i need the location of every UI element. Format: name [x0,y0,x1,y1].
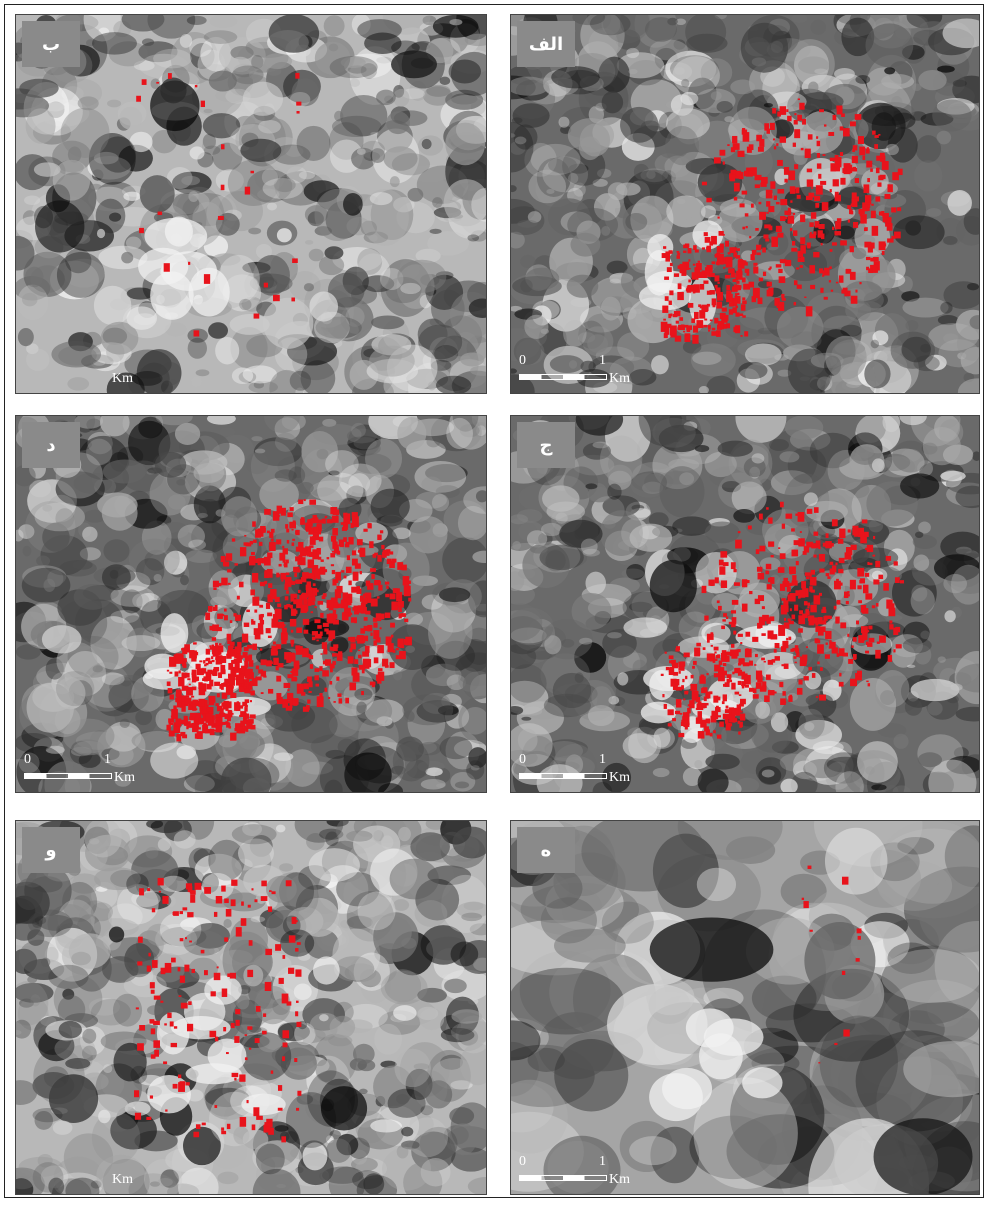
scale-one: 1 [599,353,606,368]
scale-unit: Km [609,770,630,785]
map-panel-vav: و Km [15,820,487,1195]
scale-unit: Km [114,770,135,785]
scale-bar: Km [24,353,154,387]
satellite-image [16,416,486,792]
scale-line [519,1175,607,1181]
scale-zero: 0 [24,752,31,767]
scale-line [24,773,112,779]
map-panel-dal: د 0 1 Km [15,415,487,793]
scale-unit: Km [112,371,133,386]
scale-unit: Km [609,371,630,386]
scale-bar: 0 1 Km [519,752,649,786]
satellite-image [511,15,979,393]
map-panel-alef: الف 0 1 Km [510,14,980,394]
scale-line [519,773,607,779]
panel-label: د [22,422,80,468]
scale-zero: 0 [519,752,526,767]
map-panel-jim: ج 0 1 Km [510,415,980,793]
scale-zero: 0 [519,353,526,368]
panel-label: ب [22,21,80,67]
scale-bar: 0 1 Km [519,1154,649,1188]
map-panel-he: ه 0 1 Km [510,820,980,1195]
panel-label: ه [517,827,575,873]
scale-line [519,374,607,380]
figure-frame [4,4,984,1198]
satellite-image [511,821,979,1194]
scale-one: 1 [599,752,606,767]
scale-bar: Km [24,1154,154,1188]
scale-one: 1 [104,752,111,767]
scale-bar: 0 1 Km [519,353,649,387]
scale-unit: Km [112,1172,133,1187]
panel-label: ج [517,422,575,468]
panel-label: الف [517,21,575,67]
scale-zero: 0 [519,1154,526,1169]
scale-one: 1 [599,1154,606,1169]
panel-label: و [22,827,80,873]
satellite-image [16,15,486,393]
satellite-image [511,416,979,792]
scale-unit: Km [609,1172,630,1187]
map-panel-b: ب Km [15,14,487,394]
scale-bar: 0 1 Km [24,752,154,786]
satellite-image [16,821,486,1194]
